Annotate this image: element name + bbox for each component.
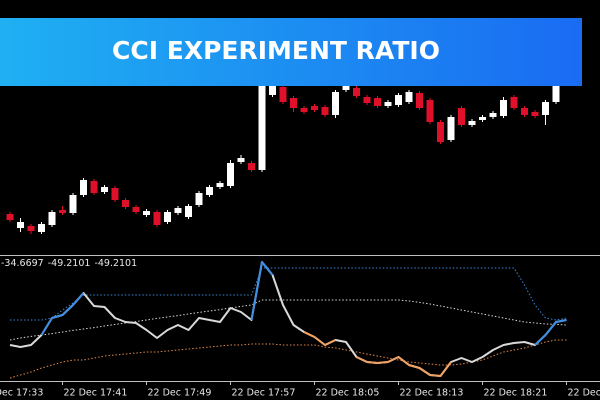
- candle-body: [6, 214, 14, 220]
- candle-body: [164, 212, 171, 222]
- time-tick-label: 22 Dec 18:21: [484, 388, 548, 399]
- candle-body: [374, 98, 381, 106]
- indicator-value: -49.2101: [94, 258, 137, 269]
- candle-body: [353, 88, 360, 96]
- indicator-highlight: [303, 331, 336, 346]
- candle-body: [479, 117, 486, 120]
- candle-body: [269, 85, 276, 95]
- candle-body: [542, 102, 549, 115]
- candle-body: [458, 108, 465, 125]
- candle-body: [248, 163, 255, 170]
- candle-body: [468, 121, 476, 125]
- candle-body: [342, 85, 350, 90]
- candle-body: [290, 98, 297, 108]
- time-axis-labels: 22 Dec 17:33 22 Dec 17:41 22 Dec 17:49 22 D…: [0, 381, 600, 399]
- candle-body: [90, 181, 98, 193]
- candle-body: [437, 122, 444, 142]
- candle-body: [531, 112, 539, 116]
- candle-body: [122, 200, 129, 207]
- candle-body: [143, 211, 150, 215]
- candle-body: [237, 158, 245, 162]
- candle-body: [227, 163, 234, 186]
- indicator-values: -34.6697 -49.2101 -49.2101: [1, 258, 137, 269]
- candle-body: [500, 100, 507, 116]
- candle-body: [405, 92, 413, 102]
- title-banner: [0, 18, 582, 86]
- candle-body: [321, 107, 329, 115]
- candle-body: [416, 93, 423, 108]
- candle-body: [384, 102, 392, 106]
- time-tick-label: 22 Dec 18:13: [400, 388, 464, 399]
- candle-body: [174, 208, 182, 213]
- candle-body: [447, 117, 455, 140]
- price-panel: [6, 55, 560, 234]
- candle-body: [311, 106, 318, 110]
- time-tick-label: 22 Dec 17:57: [232, 388, 296, 399]
- indicator-panel: -34.6697 -49.2101 -49.2101: [1, 258, 567, 379]
- candle-body: [111, 188, 119, 200]
- indicator-value: -34.6697: [1, 258, 44, 269]
- candle-body: [38, 224, 45, 232]
- candle-body: [521, 108, 528, 115]
- candle-body: [195, 193, 203, 205]
- candle-body: [552, 85, 560, 102]
- candle-body: [80, 180, 87, 195]
- candle-body: [279, 87, 287, 102]
- candle-body: [132, 207, 140, 212]
- indicator-highlight: [534, 319, 567, 346]
- indicator-highlight: [356, 356, 452, 377]
- time-tick-label: 22 Dec 17:33: [0, 388, 43, 399]
- candle-body: [332, 92, 339, 115]
- candle-body: [153, 212, 161, 225]
- indicator-highlight: [250, 261, 274, 321]
- candle-body: [489, 113, 497, 117]
- candle-body: [426, 100, 434, 122]
- candle-body: [17, 222, 24, 228]
- indicator-value: -49.2101: [48, 258, 91, 269]
- time-tick-label: 22 Dec: [568, 388, 600, 399]
- time-tick-label: 22 Dec 17:49: [148, 388, 212, 399]
- candle-body: [510, 97, 518, 108]
- candle-body: [185, 206, 192, 217]
- title: CCI EXPERIMENT RATIO: [112, 36, 440, 65]
- candle-body: [395, 95, 402, 105]
- time-tick-label: 22 Dec 17:41: [64, 388, 128, 399]
- indicator-line: [9, 261, 567, 377]
- time-tick-label: 22 Dec 18:05: [316, 388, 380, 399]
- candle-body: [206, 187, 213, 195]
- candle-body: [216, 183, 224, 187]
- candle-body: [69, 195, 77, 213]
- candle-body: [27, 226, 35, 231]
- candle-body: [300, 108, 308, 112]
- candle-body: [48, 212, 56, 225]
- candle-body: [101, 187, 108, 192]
- candle-body: [363, 97, 371, 103]
- candle-body: [258, 60, 266, 170]
- indicator-highlight: [40, 292, 85, 336]
- candle-body: [59, 210, 66, 213]
